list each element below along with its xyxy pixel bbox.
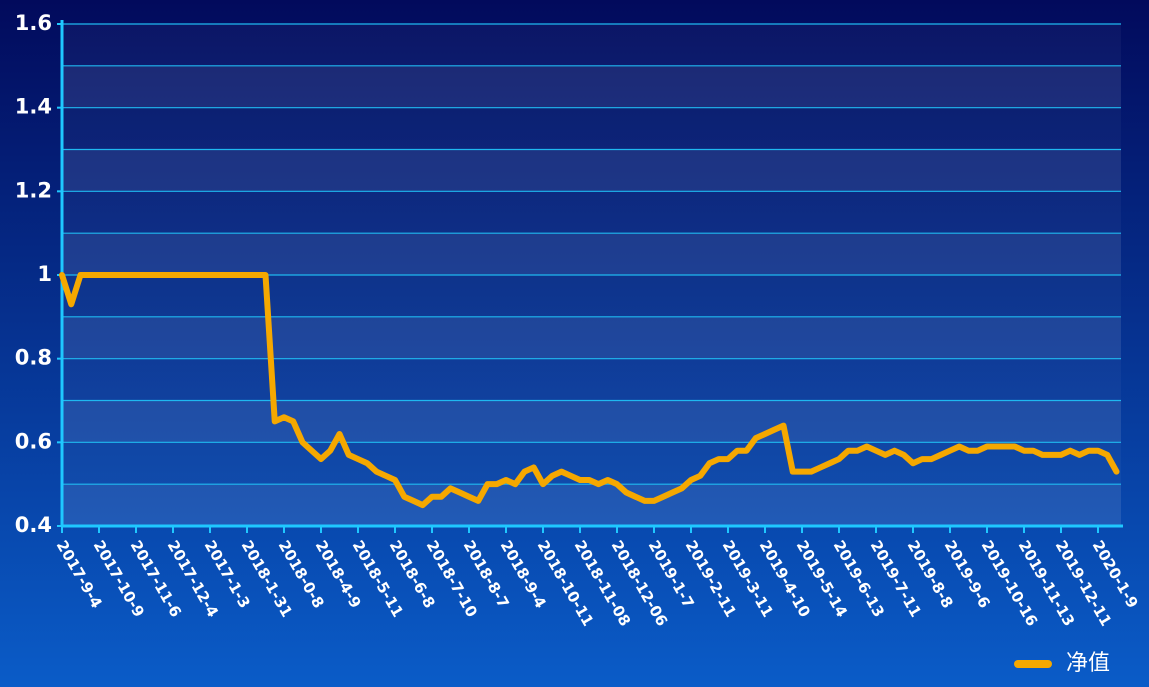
y-tick-label: 1.4 — [15, 95, 52, 119]
plot-band — [62, 484, 1121, 526]
plot-band — [62, 358, 1121, 401]
y-tick-label: 1 — [37, 262, 52, 286]
plot-band — [62, 65, 1121, 108]
plot-band — [62, 316, 1121, 359]
plot-band — [62, 24, 1121, 66]
y-tick-label: 0.8 — [15, 346, 52, 370]
plot-band — [62, 400, 1121, 443]
legend-label: 净值 — [1066, 651, 1110, 676]
y-tick-label: 1.6 — [15, 11, 52, 35]
y-tick-label: 0.4 — [15, 513, 52, 537]
plot-band — [62, 107, 1121, 150]
plot-band — [62, 191, 1121, 234]
plot-band — [62, 275, 1121, 317]
plot-band — [62, 233, 1121, 275]
data-line — [59, 272, 1120, 509]
plot-band — [62, 442, 1121, 485]
y-tick-label: 0.6 — [15, 429, 52, 453]
plot-band — [62, 149, 1121, 192]
y-tick-label: 1.2 — [15, 178, 52, 202]
